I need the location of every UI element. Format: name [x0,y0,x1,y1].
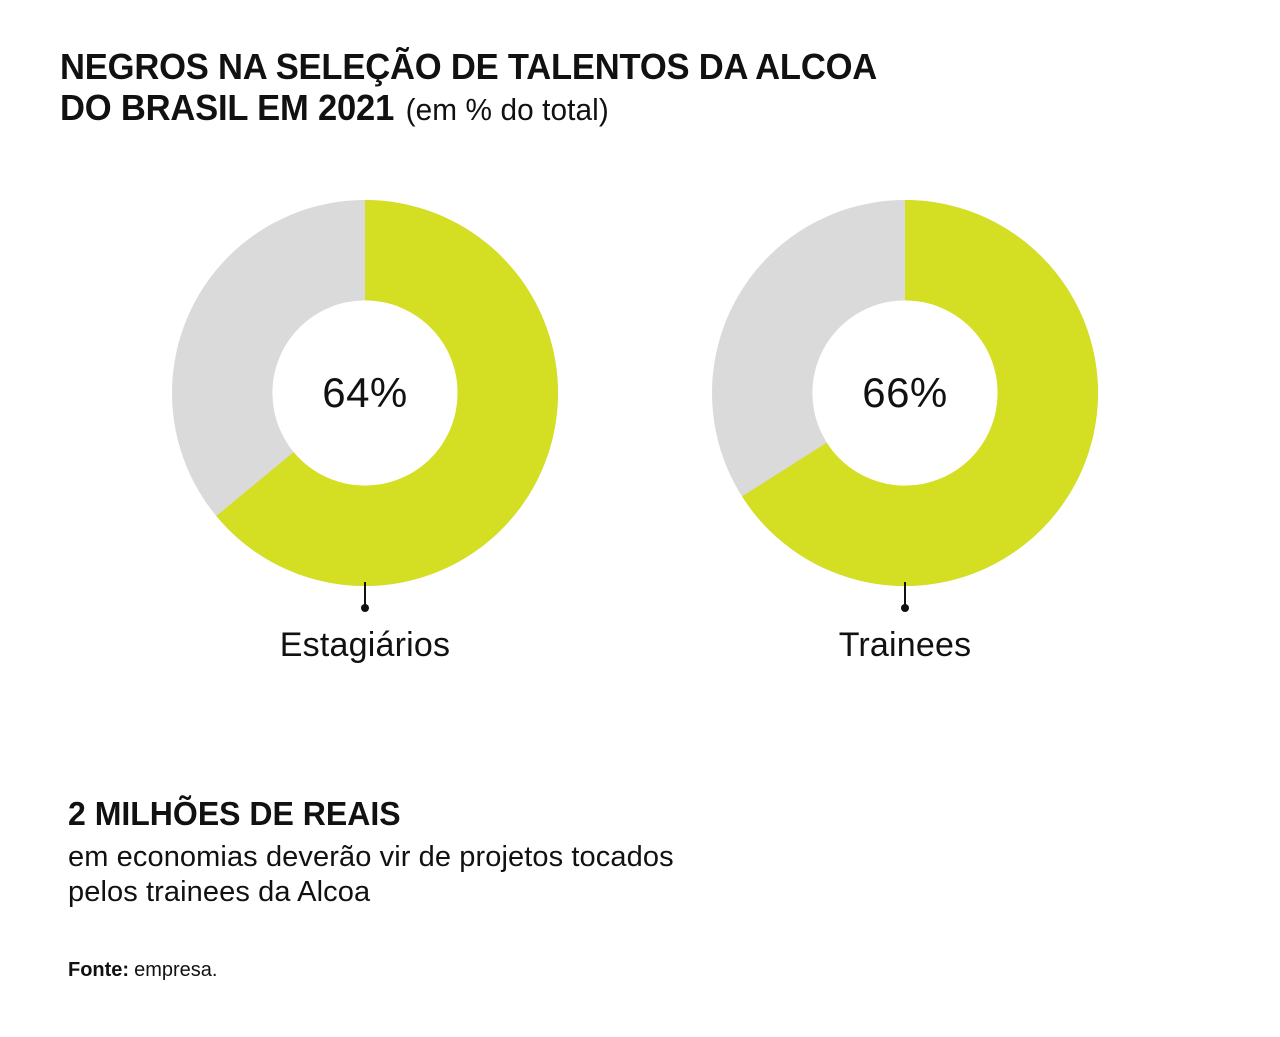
source-label: Fonte: [68,959,130,981]
donut-chart-trainees: 66% Trainees [695,186,1115,686]
donut-graphic-trainees: 66% [712,200,1098,586]
donut-label-0: Estagiários [279,626,451,664]
highlight-body-line-1: em economias deverão vir de projetos toc… [68,841,674,873]
donut-svg-1 [712,200,1098,586]
connector-dot-1 [901,604,909,612]
donut-chart-row: 64% Estagiários 66% Trainees [0,186,1280,686]
title-line-2: DO BRASIL EM 2021 [60,87,395,128]
title-line-2-row: DO BRASIL EM 2021 (em % do total) [60,87,1116,130]
highlight-headline: 2 MILHÕES DE REAIS [68,795,401,832]
highlight-body-line-2: pelos trainees da Alcoa [68,876,371,908]
donut-hole-0 [272,300,458,486]
donut-graphic-estagiarios: 64% [172,200,558,586]
title-subtitle: (em % do total) [405,92,609,127]
donut-chart-estagiarios: 64% Estagiários [155,186,575,686]
donut-hole-1 [812,300,998,486]
donut-label-1: Trainees [838,626,972,664]
title-line-1: NEGROS NA SELEÇÃO DE TALENTOS DA ALCOA [60,46,878,87]
highlight-body: em economias deverão vir de projetos toc… [68,840,1068,910]
source-note: Fonte: empresa. [68,958,217,982]
page-title: NEGROS NA SELEÇÃO DE TALENTOS DA ALCOA D… [60,46,1160,130]
highlight-callout: 2 MILHÕES DE REAIS em economias deverão … [68,795,1068,910]
connector-stem-0 [364,582,366,608]
connector-dot-0 [361,604,369,612]
donut-svg-0 [172,200,558,586]
source-value: empresa. [134,959,218,981]
connector-stem-1 [904,582,906,608]
